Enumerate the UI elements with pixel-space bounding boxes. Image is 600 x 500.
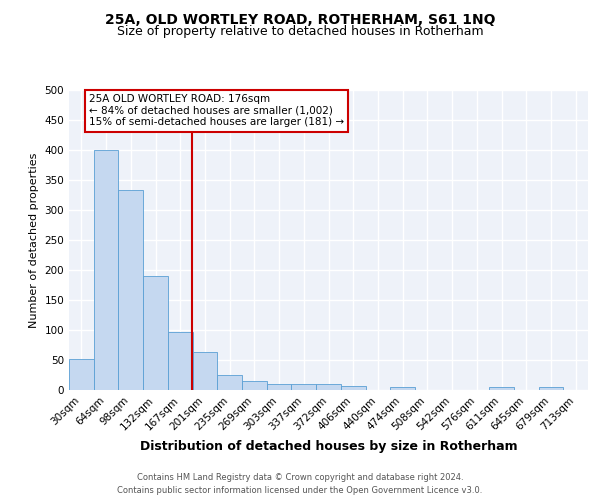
Text: Size of property relative to detached houses in Rotherham: Size of property relative to detached ho… xyxy=(116,25,484,38)
Bar xyxy=(217,375,242,390)
Text: Contains public sector information licensed under the Open Government Licence v3: Contains public sector information licen… xyxy=(118,486,482,495)
Text: Contains HM Land Registry data © Crown copyright and database right 2024.: Contains HM Land Registry data © Crown c… xyxy=(137,474,463,482)
Text: 25A, OLD WORTLEY ROAD, ROTHERHAM, S61 1NQ: 25A, OLD WORTLEY ROAD, ROTHERHAM, S61 1N… xyxy=(105,12,495,26)
Bar xyxy=(242,381,267,390)
Bar xyxy=(69,359,94,390)
Bar xyxy=(143,276,168,390)
Bar xyxy=(168,332,193,390)
Bar xyxy=(292,384,316,390)
Bar xyxy=(316,384,341,390)
Bar xyxy=(539,387,563,390)
Bar xyxy=(94,150,118,390)
Y-axis label: Number of detached properties: Number of detached properties xyxy=(29,152,39,328)
Bar xyxy=(193,352,217,390)
Bar xyxy=(341,386,365,390)
Bar xyxy=(390,387,415,390)
Bar xyxy=(118,190,143,390)
Bar xyxy=(489,387,514,390)
Bar xyxy=(267,384,292,390)
Text: 25A OLD WORTLEY ROAD: 176sqm
← 84% of detached houses are smaller (1,002)
15% of: 25A OLD WORTLEY ROAD: 176sqm ← 84% of de… xyxy=(89,94,344,128)
X-axis label: Distribution of detached houses by size in Rotherham: Distribution of detached houses by size … xyxy=(140,440,517,453)
